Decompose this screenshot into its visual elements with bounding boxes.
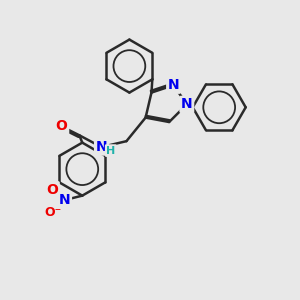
Text: O⁻: O⁻ [45,206,62,219]
Text: N: N [181,98,193,111]
Text: N: N [59,193,70,207]
Text: N: N [96,140,107,154]
Text: N: N [168,78,179,92]
Text: H: H [106,146,116,156]
Text: O: O [46,183,58,197]
Text: O: O [56,119,68,134]
